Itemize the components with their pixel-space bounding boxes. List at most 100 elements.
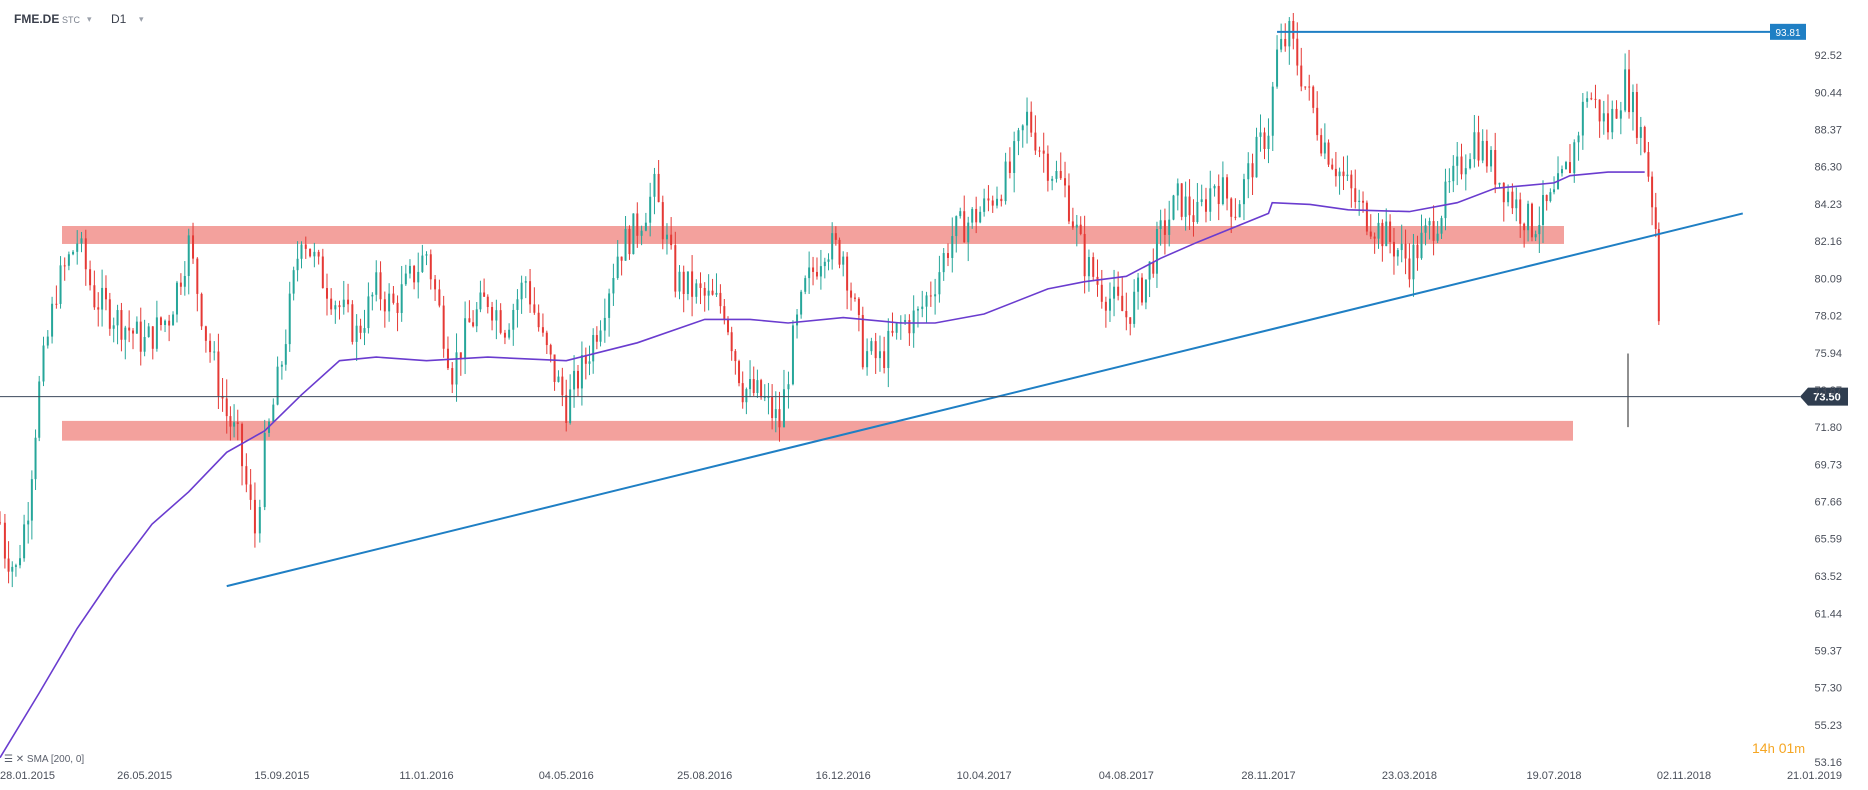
candle-body	[1172, 195, 1175, 220]
candle-body	[1267, 135, 1270, 150]
candle-body	[1331, 164, 1334, 169]
candle-body	[236, 422, 239, 424]
candle-body	[1440, 218, 1443, 234]
x-tick-label: 28.01.2015	[0, 770, 55, 782]
candle-body	[925, 295, 928, 307]
candle-body	[55, 303, 58, 305]
candle-body	[1424, 225, 1427, 233]
candle-body	[1530, 203, 1533, 238]
x-tick-label: 04.05.2016	[539, 770, 594, 782]
y-tick-label: 90.44	[1814, 87, 1842, 99]
symbol-dropdown-icon[interactable]: ▾	[87, 14, 92, 24]
candle-body	[1460, 156, 1463, 175]
candle-body	[442, 305, 445, 349]
candle-body	[1350, 174, 1353, 189]
candle-body	[1238, 204, 1241, 218]
candle-body	[383, 299, 386, 312]
candle-body	[1276, 49, 1279, 87]
candle-body	[1247, 163, 1250, 180]
indicator-close-icon[interactable]: ✕	[15, 754, 25, 765]
candle-body	[1075, 224, 1078, 228]
candle-body	[313, 251, 316, 257]
candle-body	[678, 271, 681, 292]
candle-body	[686, 271, 689, 295]
candle-body	[608, 293, 611, 318]
candle-body	[1631, 92, 1634, 113]
candle-body	[272, 404, 275, 422]
candle-body	[529, 281, 532, 305]
y-tick-label: 80.09	[1814, 273, 1842, 285]
candle-body	[1163, 220, 1166, 235]
candle-body	[1196, 201, 1199, 223]
candle-body	[221, 395, 224, 399]
candle-body	[516, 299, 519, 310]
candle-body	[11, 566, 14, 572]
candle-body	[472, 322, 475, 327]
candle-body	[834, 233, 837, 240]
candle-body	[151, 326, 154, 349]
candle-body	[719, 292, 722, 307]
candle-body	[955, 216, 958, 237]
candle-body	[1498, 182, 1501, 185]
candle-body	[603, 317, 606, 331]
candle-body	[1221, 177, 1224, 205]
candle-body	[388, 293, 391, 312]
symbol-label[interactable]: FME.DE	[14, 12, 60, 26]
candle-body	[1067, 185, 1070, 222]
candle-body	[459, 352, 462, 360]
candle-body	[782, 389, 785, 428]
candle-body	[1523, 223, 1526, 231]
indicator-legend[interactable]: ☰ ✕ SMA [200, 0]	[4, 754, 84, 765]
candle-body	[1456, 156, 1459, 166]
candle-body	[883, 351, 886, 368]
y-tick-label: 69.73	[1814, 459, 1842, 471]
candle-body	[874, 341, 877, 359]
candles-group	[0, 12, 1660, 588]
indicator-menu-icon[interactable]: ☰	[4, 754, 13, 765]
candle-body	[715, 292, 718, 295]
candle-body	[1538, 224, 1541, 235]
candle-body	[1643, 126, 1646, 153]
candle-body	[468, 318, 471, 323]
candle-body	[1042, 150, 1045, 154]
candle-body	[1192, 215, 1195, 223]
y-tick-label: 86.30	[1814, 162, 1842, 174]
timeframe-label[interactable]: D1	[111, 12, 127, 26]
y-tick-label: 75.94	[1814, 348, 1842, 360]
candle-body	[1083, 233, 1086, 277]
candle-body	[730, 332, 733, 352]
candle-body	[1408, 258, 1411, 280]
candle-body	[1316, 107, 1319, 136]
candle-body	[1259, 132, 1262, 137]
candle-body	[763, 397, 766, 399]
candle-body	[620, 256, 623, 261]
candle-body	[408, 265, 411, 274]
candle-body	[959, 211, 962, 217]
candle-body	[760, 380, 763, 398]
candle-body	[491, 307, 494, 321]
candle-body	[1507, 191, 1510, 203]
candle-body	[351, 304, 354, 342]
y-tick-label: 67.66	[1814, 497, 1842, 509]
candle-body	[738, 361, 741, 384]
candle-body	[846, 256, 849, 291]
candle-body	[569, 389, 572, 423]
candle-body	[576, 370, 579, 389]
x-tick-label: 26.05.2015	[117, 770, 172, 782]
candle-body	[991, 200, 994, 206]
candle-body	[503, 332, 506, 338]
candle-body	[217, 351, 220, 396]
candle-body	[233, 422, 236, 427]
y-tick-label: 88.37	[1814, 125, 1842, 137]
candle-body	[417, 271, 420, 283]
candle-body	[1008, 161, 1011, 173]
candle-body	[200, 293, 203, 327]
candle-body	[592, 335, 595, 362]
candle-body	[1490, 149, 1493, 167]
candle-body	[296, 258, 299, 271]
candle-body	[1168, 219, 1171, 235]
timeframe-dropdown-icon[interactable]: ▾	[139, 14, 144, 24]
candle-body	[512, 309, 515, 330]
